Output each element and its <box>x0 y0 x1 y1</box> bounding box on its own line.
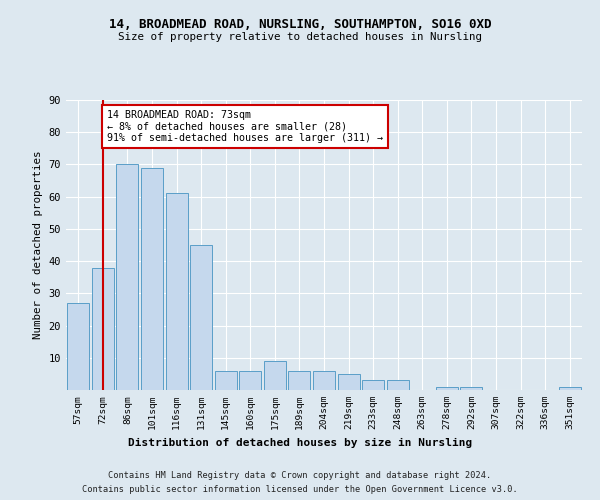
Text: Contains public sector information licensed under the Open Government Licence v3: Contains public sector information licen… <box>82 484 518 494</box>
Text: 14 BROADMEAD ROAD: 73sqm
← 8% of detached houses are smaller (28)
91% of semi-de: 14 BROADMEAD ROAD: 73sqm ← 8% of detache… <box>107 110 383 143</box>
Bar <box>215 370 237 390</box>
Bar <box>338 374 359 390</box>
Bar <box>116 164 139 390</box>
Bar <box>289 370 310 390</box>
Bar <box>264 361 286 390</box>
Bar <box>559 387 581 390</box>
Bar <box>141 168 163 390</box>
Bar <box>386 380 409 390</box>
Text: Contains HM Land Registry data © Crown copyright and database right 2024.: Contains HM Land Registry data © Crown c… <box>109 472 491 480</box>
Bar <box>436 387 458 390</box>
Y-axis label: Number of detached properties: Number of detached properties <box>33 151 43 340</box>
Text: Distribution of detached houses by size in Nursling: Distribution of detached houses by size … <box>128 438 472 448</box>
Bar <box>362 380 384 390</box>
Bar <box>239 370 262 390</box>
Bar <box>313 370 335 390</box>
Bar <box>67 303 89 390</box>
Bar <box>190 245 212 390</box>
Bar <box>92 268 114 390</box>
Bar <box>460 387 482 390</box>
Text: Size of property relative to detached houses in Nursling: Size of property relative to detached ho… <box>118 32 482 42</box>
Text: 14, BROADMEAD ROAD, NURSLING, SOUTHAMPTON, SO16 0XD: 14, BROADMEAD ROAD, NURSLING, SOUTHAMPTO… <box>109 18 491 30</box>
Bar <box>166 194 188 390</box>
